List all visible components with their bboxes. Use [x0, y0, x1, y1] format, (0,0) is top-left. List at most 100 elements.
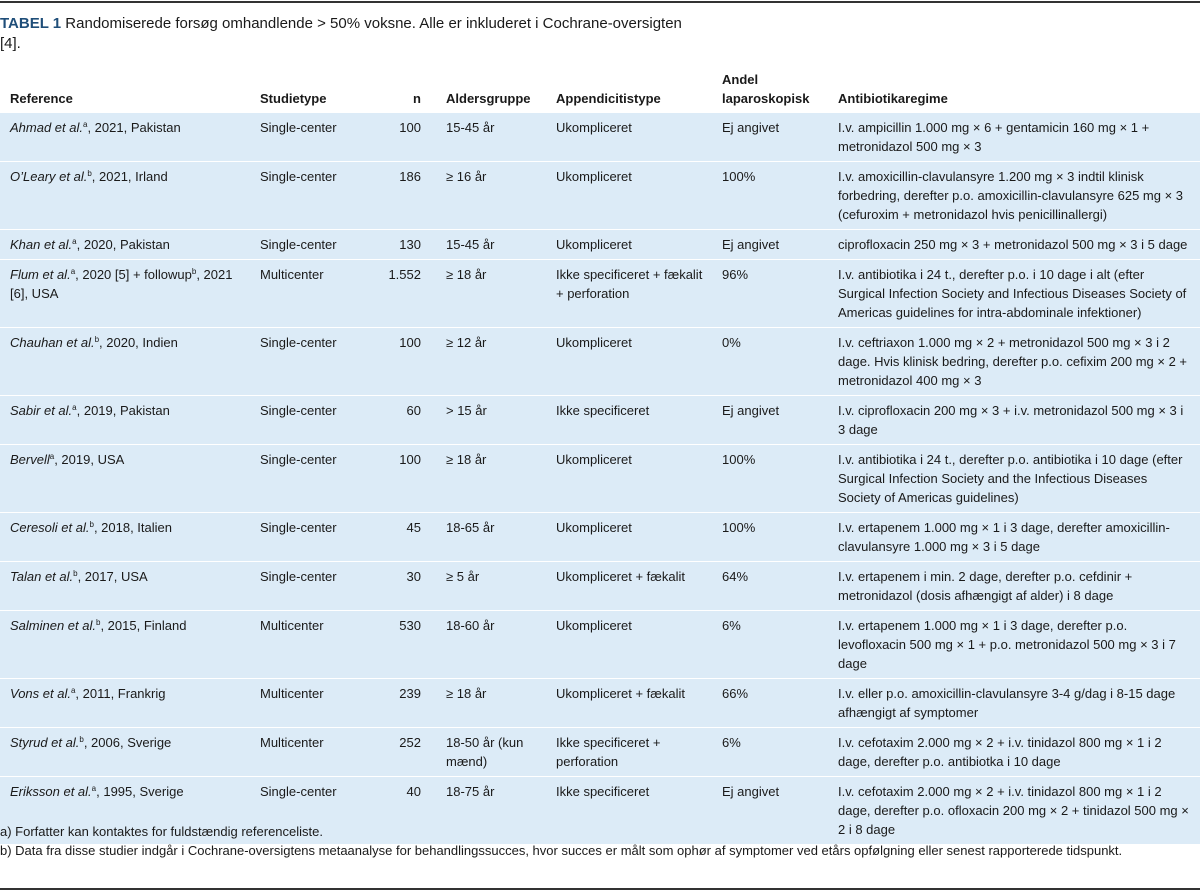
- footnotes: a) Forfatter kan kontaktes for fuldstænd…: [0, 822, 1190, 860]
- header-row: Reference Studietype n Aldersgruppe Appendic…: [0, 68, 1200, 112]
- reference-part: b: [87, 168, 92, 178]
- reference-part: Ceresoli et al.: [10, 519, 90, 535]
- table-cell: ≥ 16 år: [446, 168, 487, 184]
- table-cell: 45: [406, 519, 421, 535]
- reference-part: , 2021, Pakistan: [87, 119, 181, 135]
- reference-part: , 2019, USA: [54, 451, 125, 467]
- reference-part: a: [70, 685, 76, 695]
- table-cell: I.v. antibiotika i 24 t., derefter p.o. …: [838, 451, 1183, 505]
- reference-part: Sabir et al.: [10, 402, 73, 418]
- table-cell: 239: [399, 685, 421, 701]
- table-cell: 18-50 år (kun mænd): [446, 734, 524, 769]
- table-cell: 100%: [722, 451, 756, 467]
- reference-part: b: [89, 519, 94, 529]
- table-cell: Single-center: [260, 402, 337, 418]
- reference-part: , 2020 [5] + followup: [75, 266, 192, 282]
- reference-cell: Ceresoli et al.b, 2018, Italien: [0, 512, 250, 561]
- reference-cell: Chauhan et al.b, 2020, Indien: [0, 327, 250, 395]
- reference-cell: Bervella, 2019, USA: [0, 444, 250, 512]
- table-cell: 30: [406, 568, 421, 584]
- reference-cell: Sabir et al.a, 2019, Pakistan: [0, 395, 250, 444]
- table-cell: I.v. cefotaxim 2.000 mg × 2 + i.v. tinid…: [838, 783, 1189, 837]
- table-cell: Single-center: [260, 168, 337, 184]
- bottom-rule: [0, 888, 1200, 890]
- reference-part: b: [94, 334, 100, 344]
- table-cell: I.v. cefotaxim 2.000 mg × 2 + i.v. tinid…: [838, 734, 1162, 769]
- reference-part: a: [91, 783, 97, 793]
- table-cell: Ukompliceret: [556, 617, 632, 633]
- table-row: Ahmad et al.a, 2021, Pakistan Single-cent…: [0, 112, 1200, 161]
- table-cell: Single-center: [260, 334, 337, 350]
- caption-text: Randomiserede forsøg omhandlende > 50% v…: [0, 15, 682, 52]
- reference-part: , 2015, Finland: [100, 617, 187, 633]
- table: Reference Studietype n Aldersgruppe Appendic…: [0, 68, 1200, 844]
- table-cell: Single-center: [260, 783, 337, 799]
- table-cell: 6%: [722, 617, 741, 633]
- table-cell: Single-center: [260, 236, 337, 252]
- table-cell: ≥ 18 år: [446, 266, 487, 282]
- table-cell: Multicenter: [260, 685, 324, 701]
- reference-part: Eriksson et al.: [10, 783, 92, 799]
- table-cell: Multicenter: [260, 617, 324, 633]
- table-cell: 0%: [722, 334, 741, 350]
- table-cell: 186: [399, 168, 421, 184]
- table-cell: I.v. ceftriaxon 1.000 mg × 2 + metronida…: [838, 334, 1188, 388]
- footnote: b) Data fra disse studier indgår i Cochr…: [0, 843, 1123, 858]
- table-cell: Ej angivet: [722, 783, 780, 799]
- reference-part: Salminen et al.: [10, 617, 96, 633]
- table-cell: 100: [399, 119, 421, 135]
- table-cell: 15-45 år: [446, 236, 495, 252]
- reference-part: , 2018, Italien: [93, 519, 172, 535]
- table-row: Bervella, 2019, USA Single-center 100 ≥ 18 …: [0, 444, 1200, 512]
- table-cell: Single-center: [260, 119, 337, 135]
- table-cell: Ukompliceret: [556, 334, 632, 350]
- reference-cell: Eriksson et al.a, 1995, Sverige: [0, 776, 250, 844]
- table-cell: I.v. ertapenem 1.000 mg × 1 i 3 dage, de…: [838, 519, 1170, 554]
- table-cell: 530: [399, 617, 421, 633]
- reference-part: Styrud et al.: [10, 734, 80, 750]
- table-row: Salminen et al.b, 2015, Finland Multicent…: [0, 610, 1200, 678]
- table-cell: ≥ 5 år: [446, 568, 480, 584]
- table-cell: Ej angivet: [722, 119, 780, 135]
- table-row: Chauhan et al.b, 2020, Indien Single-cent…: [0, 327, 1200, 395]
- reference-cell: Ahmad et al.a, 2021, Pakistan: [0, 112, 250, 161]
- reference-cell: Styrud et al.b, 2006, Sverige: [0, 727, 250, 776]
- reference-cell: Khan et al.a, 2020, Pakistan: [0, 229, 250, 259]
- table-cell: 18-75 år: [446, 783, 495, 799]
- table-cell: I.v. eller p.o. amoxicillin-clavulansyre…: [838, 685, 1176, 720]
- table-cell: 130: [399, 236, 421, 252]
- column-header: Andel laparoskopisk: [722, 71, 810, 106]
- reference-part: , 2021, Irland: [91, 168, 168, 184]
- reference-cell: O’Leary et al.b, 2021, Irland: [0, 161, 250, 229]
- table-cell: 15-45 år: [446, 119, 495, 135]
- table-body: Ahmad et al.a, 2021, Pakistan Single-cent…: [0, 112, 1200, 844]
- table-cell: 66%: [722, 685, 749, 701]
- reference-part: Flum et al.: [10, 266, 71, 282]
- table-cell: Ikke specificeret + fækalit + perforatio…: [556, 266, 703, 301]
- reference-cell: Talan et al.b, 2017, USA: [0, 561, 250, 610]
- table-cell: 64%: [722, 568, 749, 584]
- reference-part: Talan et al.: [10, 568, 74, 584]
- table-row: Styrud et al.b, 2006, Sverige Multicenter…: [0, 727, 1200, 776]
- table-cell: I.v. ampicillin 1.000 mg × 6 + gentamici…: [838, 119, 1150, 154]
- table-cell: Ej angivet: [722, 236, 780, 252]
- table-cell: 40: [406, 783, 421, 799]
- reference-part: Ahmad et al.: [10, 119, 83, 135]
- table-cell: Ikke specificeret: [556, 783, 650, 799]
- table-cell: Ukompliceret + fækalit: [556, 568, 685, 584]
- table-cell: ciprofloxacin 250 mg × 3 + metronidazol …: [838, 236, 1188, 252]
- caption: TABEL 1 Randomiserede forsøg omhandlende…: [0, 14, 700, 54]
- table-cell: 1.552: [388, 266, 421, 282]
- column-header: Antibiotikaregime: [838, 90, 948, 106]
- table-row: Vons et al.a, 2011, Frankrig Multicenter 2…: [0, 678, 1200, 727]
- column-header: n: [413, 90, 421, 106]
- column-header: Appendicitistype: [556, 90, 661, 106]
- reference-part: , 2011, Frankrig: [75, 685, 166, 701]
- table-cell: 100%: [722, 168, 756, 184]
- table-cell: 18-60 år: [446, 617, 495, 633]
- table-cell: 100: [399, 451, 421, 467]
- table-cell: Ukompliceret: [556, 168, 632, 184]
- column-header: Reference: [10, 90, 73, 106]
- table-cell: Multicenter: [260, 734, 324, 750]
- table-cell: Ukompliceret: [556, 236, 632, 252]
